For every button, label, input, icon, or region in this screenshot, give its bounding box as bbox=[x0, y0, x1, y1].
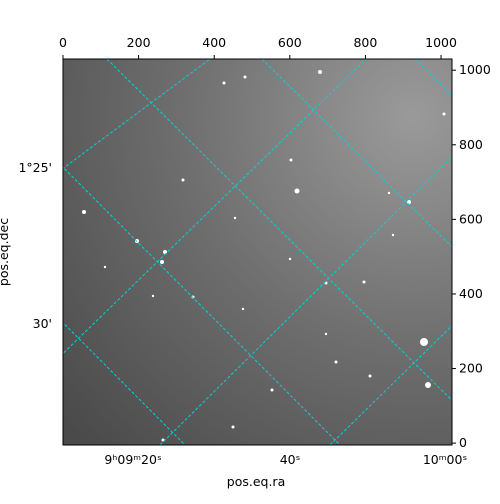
world-x-tick-label: 10ᵐ00ˢ bbox=[423, 452, 467, 467]
coordinate-grid bbox=[63, 59, 452, 445]
x-tick-label: 600 bbox=[278, 35, 302, 50]
frame bbox=[62, 58, 453, 446]
y-tick-label: 600 bbox=[459, 211, 483, 226]
world-y-tick-label: 30' bbox=[33, 316, 52, 331]
world-x-tick-label: 9ʰ09ᵐ20ˢ bbox=[104, 452, 161, 467]
x-tick-label: 400 bbox=[202, 35, 226, 50]
x-tick-label: 0 bbox=[59, 35, 67, 50]
y-tick-label: 1000 bbox=[459, 62, 491, 77]
x-tick-label: 200 bbox=[127, 35, 151, 50]
x-tick-label: 1000 bbox=[425, 35, 457, 50]
x-axis-label: pos.eq.ra bbox=[227, 474, 285, 489]
y-tick-label: 200 bbox=[459, 361, 483, 376]
y-tick-label: 0 bbox=[459, 435, 467, 450]
x-tick-label: 800 bbox=[353, 35, 377, 50]
y-tick-label: 800 bbox=[459, 137, 483, 152]
image bbox=[63, 59, 452, 445]
world-y-tick-label: 1°25' bbox=[18, 160, 52, 175]
stars bbox=[82, 70, 446, 442]
y-tick-label: 400 bbox=[459, 286, 483, 301]
y-axis-label: pos.eq.dec bbox=[0, 218, 11, 286]
world-x-tick-label: 40ˢ bbox=[280, 452, 301, 467]
